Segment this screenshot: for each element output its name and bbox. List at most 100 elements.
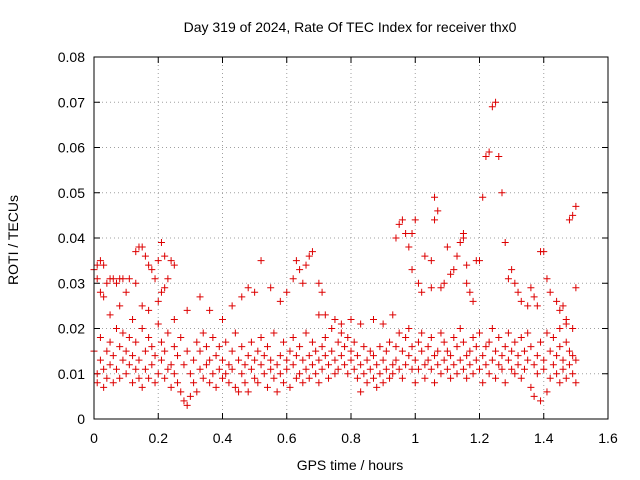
data-point <box>257 361 265 369</box>
data-point <box>129 352 137 360</box>
data-point <box>524 356 532 364</box>
data-point <box>546 347 554 355</box>
data-point <box>209 334 217 342</box>
data-point <box>424 356 432 364</box>
data-point <box>386 338 394 346</box>
data-point <box>421 361 429 369</box>
data-point <box>350 338 358 346</box>
data-point <box>228 347 236 355</box>
data-point <box>495 334 503 342</box>
data-point <box>572 379 580 387</box>
data-point <box>241 379 249 387</box>
data-point <box>151 352 159 360</box>
data-point <box>283 356 291 364</box>
data-point <box>225 379 233 387</box>
data-point <box>109 352 117 360</box>
data-point <box>170 370 178 378</box>
data-point <box>337 352 345 360</box>
data-point <box>219 356 226 364</box>
data-point <box>533 302 541 310</box>
data-point <box>530 392 538 400</box>
data-point <box>556 379 564 387</box>
data-point <box>341 343 349 351</box>
data-point <box>520 365 528 373</box>
data-point <box>125 361 133 369</box>
data-point <box>318 365 326 373</box>
data-point <box>527 383 535 391</box>
data-point <box>196 347 204 355</box>
data-point <box>244 284 252 292</box>
data-point <box>251 288 259 296</box>
data-point <box>524 329 532 337</box>
data-point <box>546 288 554 296</box>
data-point <box>145 374 153 382</box>
data-point <box>161 374 169 382</box>
x-tick-label: 0 <box>90 430 98 446</box>
data-point <box>549 334 557 342</box>
data-point <box>183 347 191 355</box>
data-point <box>353 374 361 382</box>
data-point <box>276 352 284 360</box>
data-point <box>514 288 522 296</box>
data-point <box>540 365 548 373</box>
data-point <box>514 352 522 360</box>
data-point <box>347 315 355 323</box>
data-point <box>119 356 127 364</box>
data-point <box>427 257 435 265</box>
data-point <box>283 288 291 296</box>
data-point <box>273 388 281 396</box>
data-point <box>373 383 381 391</box>
data-point <box>408 343 416 351</box>
data-point <box>157 356 165 364</box>
data-point <box>308 338 316 346</box>
data-point <box>427 365 435 373</box>
data-point <box>479 352 487 360</box>
data-point <box>466 361 474 369</box>
data-point <box>395 329 403 337</box>
data-point <box>100 293 108 301</box>
data-point <box>334 338 342 346</box>
data-point <box>459 338 467 346</box>
data-point <box>469 370 477 378</box>
data-point <box>431 379 439 387</box>
data-point <box>235 356 243 364</box>
data-point <box>148 361 156 369</box>
data-point <box>402 334 410 342</box>
data-point <box>96 257 104 265</box>
x-tick-label: 1.2 <box>470 430 490 446</box>
data-point <box>344 334 352 342</box>
data-point <box>405 325 413 332</box>
data-point <box>369 352 377 360</box>
data-point <box>231 383 239 391</box>
data-point <box>392 234 400 242</box>
data-point <box>119 329 127 337</box>
data-point <box>145 306 153 314</box>
data-point <box>212 383 220 391</box>
data-point <box>174 352 182 360</box>
data-point <box>177 334 185 342</box>
data-point <box>347 347 355 355</box>
data-point <box>517 374 525 382</box>
data-point <box>357 320 365 328</box>
data-point <box>408 266 416 274</box>
x-axis-ticks: 0 0.2 0.4 0.6 0.8 1 1.2 1.4 1.6 <box>90 57 618 446</box>
data-point <box>308 361 316 369</box>
data-point <box>414 338 422 346</box>
data-point <box>206 356 214 364</box>
data-point <box>569 370 577 378</box>
data-point <box>219 315 226 323</box>
data-point <box>154 320 162 328</box>
data-point <box>164 365 172 373</box>
data-point <box>228 365 236 373</box>
data-point <box>546 374 554 382</box>
data-point <box>106 361 114 369</box>
data-point <box>508 365 516 373</box>
data-point <box>145 261 153 269</box>
data-point <box>109 379 117 387</box>
data-point <box>141 252 149 260</box>
data-point <box>479 379 487 387</box>
data-point <box>456 239 464 247</box>
data-point <box>251 374 259 382</box>
data-point <box>498 365 506 373</box>
